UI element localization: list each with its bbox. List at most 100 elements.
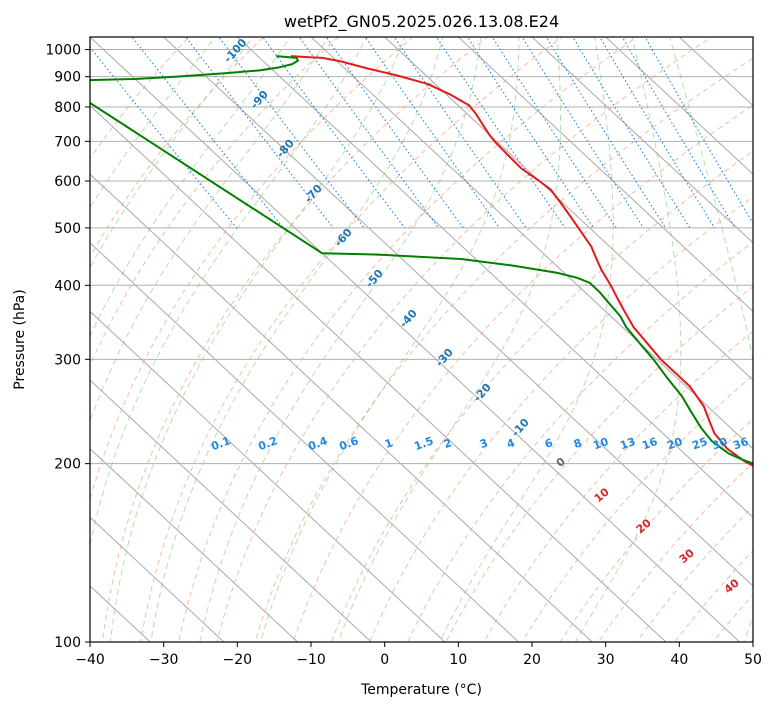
x-tick-label: −40 (75, 652, 105, 668)
moist-adiabat-line (574, 37, 682, 642)
mixing-ratio-line (185, 37, 334, 229)
isotherm-gridline (90, 516, 225, 642)
mixing-ratio-label: 3 (478, 436, 490, 451)
mixing-ratio-label: 10 (591, 435, 610, 453)
mixing-ratio-line (545, 37, 667, 229)
dry-adiabat-line (483, 330, 753, 642)
mixing-ratio-label: 0.6 (337, 434, 360, 453)
mixing-ratio-label: 0.2 (256, 434, 279, 453)
mixing-ratio-line (393, 37, 527, 229)
temperature-profile-line (290, 55, 753, 467)
x-tick-label: 40 (670, 652, 688, 668)
mixing-ratio-line (435, 37, 566, 229)
isotherm-gridline (90, 379, 372, 642)
dry-adiabat-line (90, 37, 265, 258)
reference-lines (90, 37, 753, 642)
y-axis-ticks: 100 200 300 400 500 600 700 800 900 1000 (45, 43, 90, 651)
isotherm-gridline (90, 310, 446, 642)
dry-adiabat-line (101, 37, 489, 642)
mixing-ratio-label: 2 (442, 436, 454, 451)
dry-adiabat-line (216, 37, 713, 642)
x-tick-label: −10 (296, 652, 326, 668)
x-axis-label: Temperature (°C) (360, 682, 482, 698)
x-tick-label: −30 (149, 652, 179, 668)
mixing-ratio-label: 36 (731, 435, 750, 453)
mixing-ratio-line (131, 37, 284, 229)
moist-adiabat-line (150, 37, 444, 642)
plot-grid (90, 37, 753, 642)
sounding-series (90, 55, 753, 467)
mixing-ratio-line (572, 37, 691, 229)
chart-title: wetPf2_GN05.2025.026.13.08.E24 (284, 12, 559, 32)
y-tick-label: 200 (54, 457, 81, 473)
isotherm-gridline (90, 104, 667, 642)
dewpoint-profile-line (90, 55, 753, 465)
moist-adiabat-line (669, 37, 753, 642)
mixing-ratio-label: 8 (572, 436, 584, 451)
mixing-ratio-line (298, 37, 439, 229)
y-tick-label: 500 (54, 221, 81, 237)
y-axis-label: Pressure (hPa) (12, 289, 28, 389)
isotherm-gridline (90, 173, 593, 642)
mixing-ratio-label: 1.5 (412, 434, 435, 453)
y-tick-label: 1000 (45, 43, 81, 59)
moist-adiabat-line (109, 37, 406, 642)
isotherm-gridline (90, 242, 520, 642)
isotherm-gridline (90, 447, 299, 642)
mixing-ratio-label: 25 (690, 435, 709, 452)
mixing-ratio-line (644, 37, 753, 225)
moist-adiabat-line (90, 37, 254, 269)
mixing-ratio-label: 1 (383, 436, 395, 451)
dry-adiabat-line (90, 37, 414, 502)
mixing-ratio-label: 30 (710, 435, 729, 453)
isotherm-gridline (236, 37, 753, 518)
mixing-ratio-label: 0.4 (306, 434, 329, 453)
isotherm-gridline (162, 37, 753, 587)
isotherm-gridline (531, 37, 753, 244)
moist-adiabat-line (90, 37, 216, 209)
dry-adiabat-line (90, 37, 339, 367)
isotherm-gridline (90, 37, 741, 642)
mixing-ratio-label: 20 (665, 435, 684, 453)
moist-adiabat-line (90, 37, 367, 548)
mixing-ratio-line (466, 37, 594, 229)
x-tick-label: 0 (380, 652, 389, 668)
reference-line-labels: 0.1 0.2 0.4 0.6 1 1.5 2 3 4 6 8 10 13 16 20 25 30 36-100-… (209, 36, 750, 596)
x-tick-label: 50 (744, 652, 762, 668)
y-tick-label: 700 (54, 134, 81, 150)
isotherm-gridline (457, 37, 753, 313)
dry-adiabat-line (178, 37, 638, 642)
dry-adiabat-line (368, 196, 753, 642)
mixing-ratio-line (599, 37, 716, 229)
mixing-ratio-label: 13 (618, 435, 637, 452)
mixing-ratio-line (491, 37, 617, 229)
x-tick-label: 30 (597, 652, 615, 668)
moist-adiabat-line (439, 37, 614, 642)
x-tick-label: 10 (449, 652, 467, 668)
mixing-ratio-line (521, 37, 645, 229)
y-tick-label: 800 (54, 100, 81, 116)
mixing-ratio-line (325, 37, 464, 229)
y-tick-label: 600 (54, 174, 81, 190)
moist-adiabat-line (90, 37, 291, 338)
dry-adiabat-line (254, 57, 753, 642)
dry-adiabat-line (90, 37, 190, 160)
mixing-ratio-label: 4 (505, 436, 517, 451)
moist-adiabat-line (90, 37, 329, 423)
x-tick-label: −20 (223, 652, 253, 668)
mixing-ratio-label: 16 (640, 435, 659, 453)
y-tick-label: 400 (54, 278, 81, 294)
mixing-ratio-label: 0.1 (209, 434, 232, 453)
y-tick-label: 100 (54, 635, 81, 651)
dry-adiabat-line (407, 241, 753, 642)
y-tick-label: 300 (54, 352, 81, 368)
mixing-ratio-label: 6 (543, 436, 555, 451)
moist-adiabat-line (199, 37, 482, 642)
y-tick-label: 900 (54, 70, 81, 86)
mixing-ratio-line (90, 46, 237, 229)
dry-adiabat-line (140, 37, 564, 642)
plot-frame (89, 36, 754, 643)
x-axis-ticks: −40 −30 −20 −10 0 10 20 30 40 50 (75, 642, 762, 668)
mixing-ratio-line (621, 37, 736, 229)
